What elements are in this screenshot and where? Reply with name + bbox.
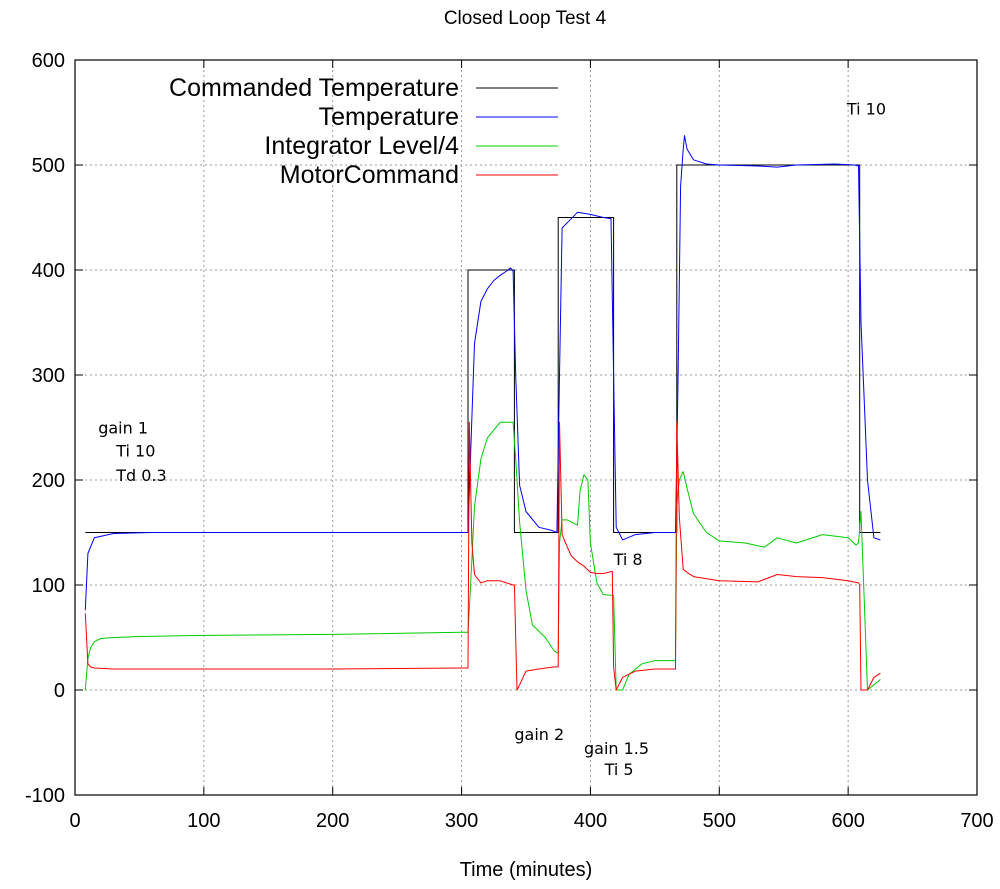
y-tick-label: 400 xyxy=(32,260,65,282)
legend-label-4: MotorCommand xyxy=(280,161,459,189)
x-tick-label: 500 xyxy=(703,810,736,832)
annotation-8: Ti 10 xyxy=(846,99,886,118)
x-tick-label: 200 xyxy=(316,810,349,832)
x-tick-label: 0 xyxy=(69,810,80,832)
annotation-7: Ti 5 xyxy=(604,760,634,779)
annotation-4: Ti 8 xyxy=(613,550,643,569)
annotation-3: Td 0.3 xyxy=(115,466,166,485)
y-tick-label: 100 xyxy=(32,575,65,597)
chart-title: Closed Loop Test 4 xyxy=(444,8,607,29)
legend: Commanded TemperatureTemperatureIntegrat… xyxy=(169,74,558,189)
x-tick-label: 600 xyxy=(831,810,864,832)
legend-label-2: Temperature xyxy=(319,103,459,131)
legend-label-1: Commanded Temperature xyxy=(169,74,459,102)
series-line-3 xyxy=(84,421,881,691)
x-tick-label: 400 xyxy=(574,810,607,832)
x-tick-label: 300 xyxy=(445,810,478,832)
annotation-5: gain 2 xyxy=(514,725,564,744)
grid-lines xyxy=(75,60,977,795)
annotation-1: gain 1 xyxy=(98,419,148,438)
y-tick-label: 500 xyxy=(32,155,65,177)
x-axis-label: Time (minutes) xyxy=(460,859,593,881)
axis-tick-labels: 0 100 200 300 400 500 600 700-10001002003004005… xyxy=(25,50,994,832)
y-tick-label: 600 xyxy=(32,50,65,72)
y-tick-label: 300 xyxy=(32,365,65,387)
series-lines xyxy=(84,135,881,691)
axis-ticks xyxy=(74,59,978,796)
series-line-2 xyxy=(84,135,881,611)
y-tick-label: -100 xyxy=(25,785,65,807)
series-line-4 xyxy=(84,421,881,691)
y-tick-label: 200 xyxy=(32,470,65,492)
annotations: gain 1 Ti 10 Td 0.3 Ti 8 gain 2 gain 1.5 Ti 5 T… xyxy=(98,99,886,778)
annotation-2: Ti 10 xyxy=(115,442,155,461)
x-tick-label: 700 xyxy=(960,810,993,832)
series-line-1 xyxy=(85,164,881,533)
plot-frame xyxy=(74,59,978,796)
y-tick-label: 0 xyxy=(54,680,65,702)
x-tick-label: 100 xyxy=(187,810,220,832)
annotation-6: gain 1.5 xyxy=(584,739,649,758)
legend-label-3: Integrator Level/4 xyxy=(264,132,459,160)
